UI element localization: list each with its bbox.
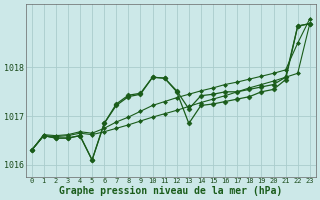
X-axis label: Graphe pression niveau de la mer (hPa): Graphe pression niveau de la mer (hPa) xyxy=(59,186,282,196)
